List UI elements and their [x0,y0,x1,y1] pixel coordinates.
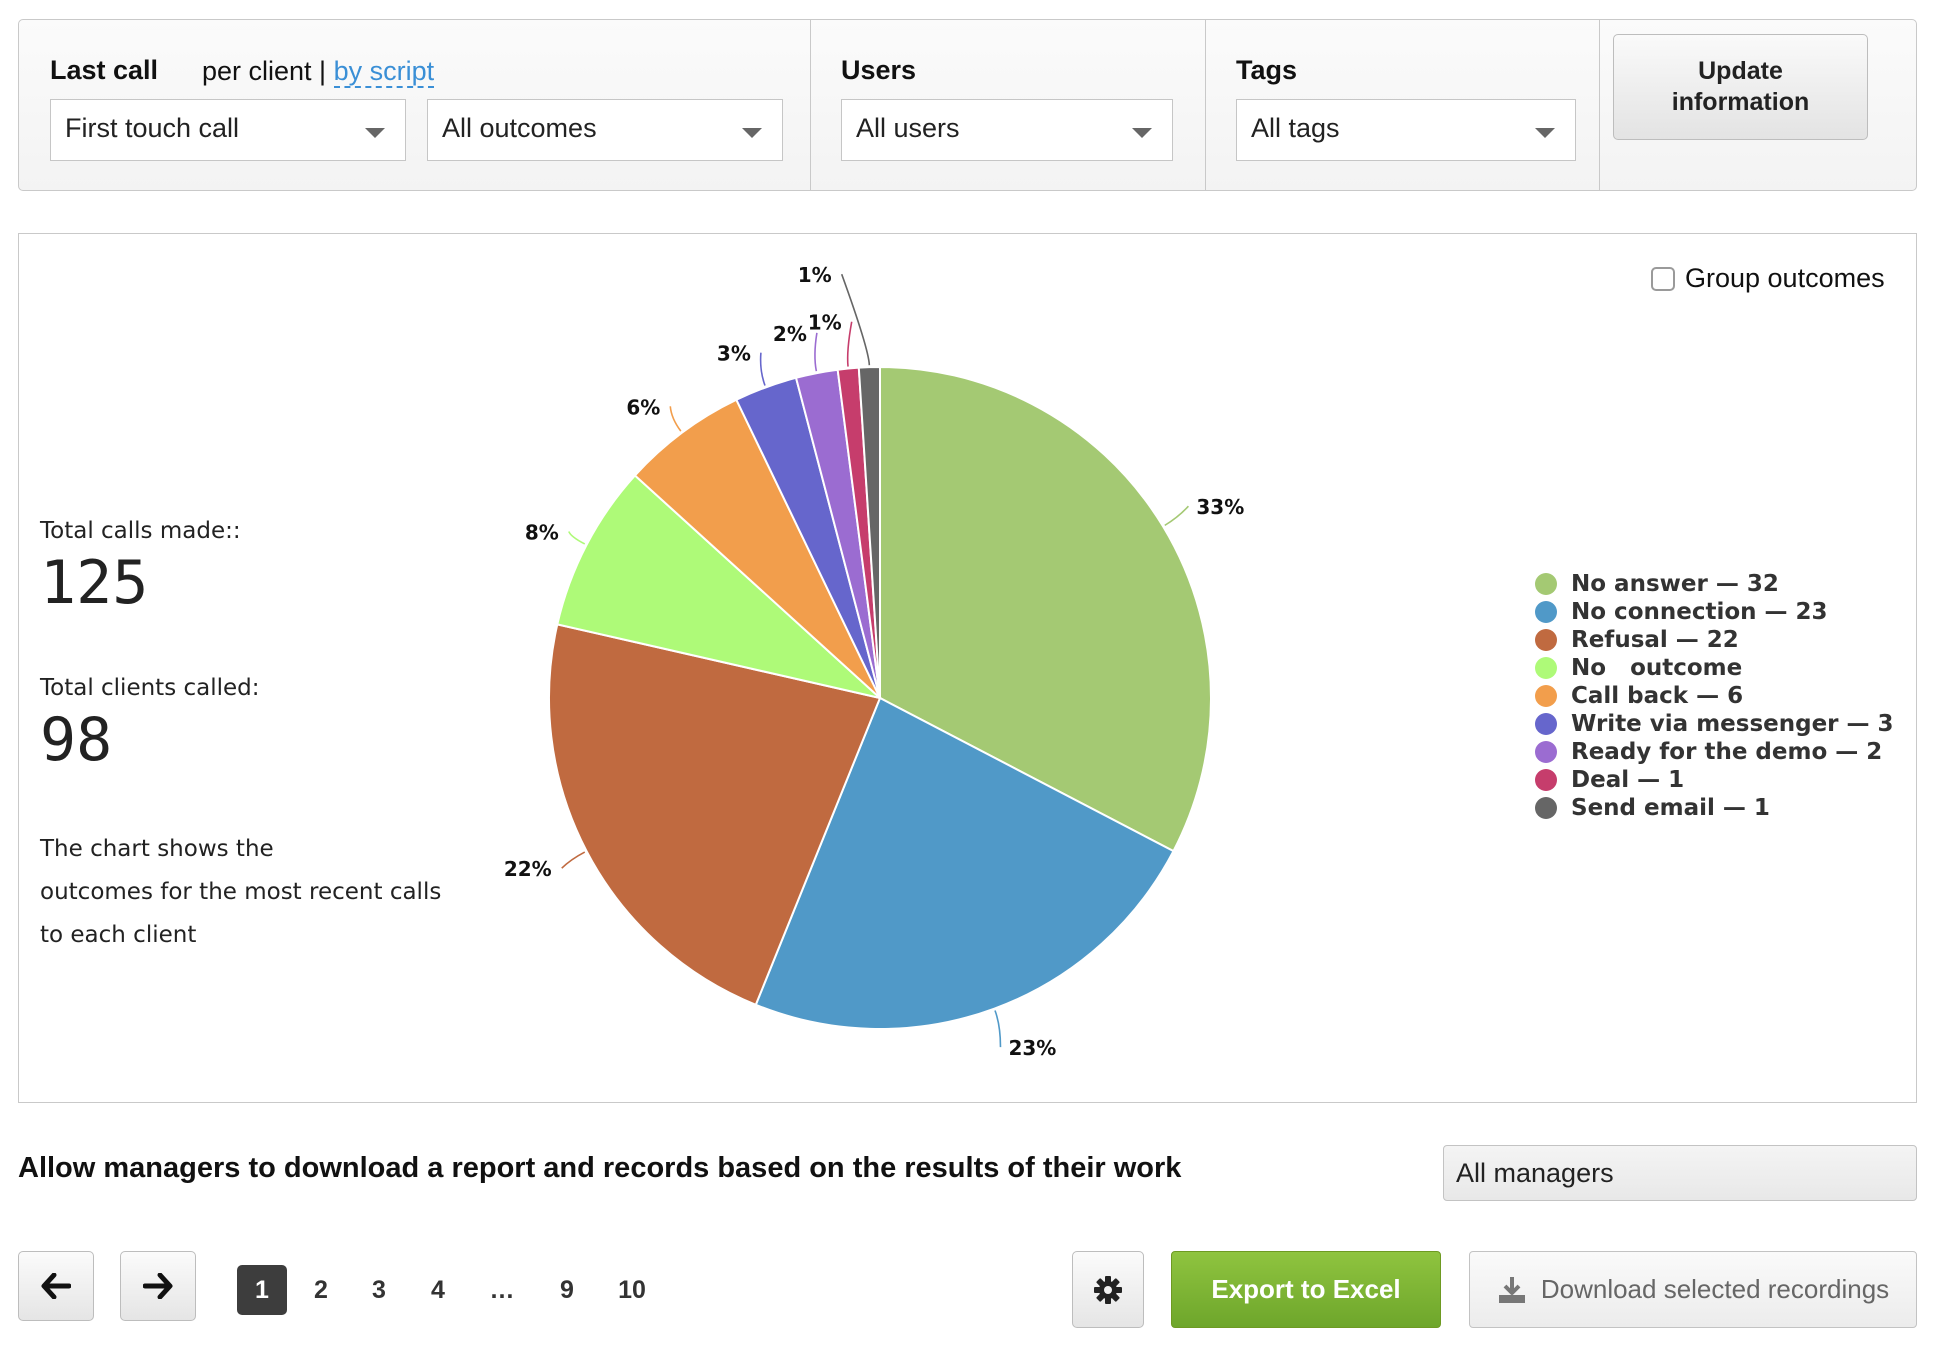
total-calls-label: Total calls made:: [40,518,241,544]
legend-label: Send email — 1 [1571,795,1770,821]
update-information-button[interactable]: Update information [1613,34,1868,140]
legend-dot [1535,713,1557,735]
chevron-down-icon [1535,128,1555,138]
chevron-down-icon [365,128,385,138]
chevron-down-icon [742,128,762,138]
managers-value: All managers [1456,1158,1614,1188]
call-type-select[interactable]: First touch call [50,99,406,161]
filter-divider [810,20,811,190]
legend-item[interactable]: Ready for the demo — 2 [1535,738,1894,766]
page-10[interactable]: 10 [618,1276,646,1304]
page-3[interactable]: 3 [372,1276,386,1304]
legend-label: Refusal — 22 [1571,627,1739,653]
legend-label: No answer — 32 [1571,571,1779,597]
legend-dot [1535,601,1557,623]
legend-dot [1535,741,1557,763]
per-client-group: per client | by script [202,56,435,88]
legend-label: Write via messenger — 3 [1571,711,1894,737]
legend-item[interactable]: Deal — 1 [1535,766,1894,794]
update-button-line2: information [1671,88,1810,116]
outcomes-select[interactable]: All outcomes [427,99,783,161]
legend-label: Call back — 6 [1571,683,1744,709]
group-outcomes-checkbox[interactable] [1651,266,1675,291]
legend-item[interactable]: No connection — 23 [1535,598,1894,626]
note-line: The chart shows the [40,836,274,862]
permissions-title: Allow managers to download a report and … [18,1152,1182,1184]
legend-dot [1535,685,1557,707]
prev-page-button[interactable] [18,1251,94,1321]
export-label: Export to Excel [1211,1274,1401,1304]
legend-item[interactable]: Call back — 6 [1535,682,1894,710]
update-button-text: Update information [1672,56,1810,118]
legend-item[interactable]: Refusal — 22 [1535,626,1894,654]
page-4[interactable]: 4 [431,1276,445,1304]
download-icon [1498,1276,1525,1303]
page-1[interactable]: 1 [237,1265,287,1315]
page-ellipsis: … [489,1276,515,1304]
settings-button[interactable] [1072,1251,1144,1328]
legend-label: No connection — 23 [1571,599,1828,625]
arrow-left-icon [41,1273,71,1299]
users-select[interactable]: All users [841,99,1173,161]
note-line: outcomes for the most recent calls [40,879,442,905]
chart-note: The chart shows the outcomes for the mos… [40,828,460,957]
users-label: Users [841,55,917,85]
group-outcomes-label: Group outcomes [1685,263,1885,293]
legend-dot [1535,629,1557,651]
download-label: Download selected recordings [1540,1274,1890,1304]
page-2[interactable]: 2 [314,1276,328,1304]
by-script-link[interactable]: by script [333,56,435,88]
chevron-down-icon [1132,128,1152,138]
total-calls-value: 125 [40,548,149,618]
note-line: to each client [40,922,197,948]
gear-icon [1094,1275,1122,1304]
tags-label: Tags [1236,55,1298,85]
tags-value: All tags [1251,113,1340,143]
page-9[interactable]: 9 [560,1276,574,1304]
group-outcomes-toggle[interactable]: Group outcomes [1651,263,1885,294]
update-button-line1: Update [1698,57,1783,85]
total-clients-label: Total clients called: [40,675,260,701]
managers-select[interactable]: All managers [1443,1145,1917,1201]
legend-item[interactable]: No answer — 32 [1535,570,1894,598]
next-page-button[interactable] [120,1251,196,1321]
legend-dot [1535,573,1557,595]
filter-divider [1205,20,1206,190]
legend-dot [1535,797,1557,819]
tags-select[interactable]: All tags [1236,99,1576,161]
legend-dot [1535,657,1557,679]
legend-item[interactable]: Send email — 1 [1535,794,1894,822]
export-to-excel-button[interactable]: Export to Excel [1171,1251,1441,1328]
filters-bar: Last call per client | by script First t… [18,19,1917,191]
users-value: All users [856,113,960,143]
outcomes-value: All outcomes [442,113,597,143]
filter-divider [1599,20,1600,190]
legend-label: Deal — 1 [1571,767,1685,793]
download-recordings-button[interactable]: Download selected recordings [1469,1251,1917,1328]
per-client-text: per client | [202,56,327,86]
total-clients-value: 98 [40,705,113,775]
legend-label: No outcome [1571,655,1743,681]
legend-item[interactable]: Write via messenger — 3 [1535,710,1894,738]
legend-item[interactable]: No outcome [1535,654,1894,682]
chart-legend: No answer — 32 No connection — 23 Refusal … [1535,570,1894,822]
call-type-value: First touch call [65,113,240,143]
arrow-right-icon [143,1273,173,1299]
legend-dot [1535,769,1557,791]
legend-label: Ready for the demo — 2 [1571,739,1883,765]
last-call-label: Last call [50,55,159,85]
